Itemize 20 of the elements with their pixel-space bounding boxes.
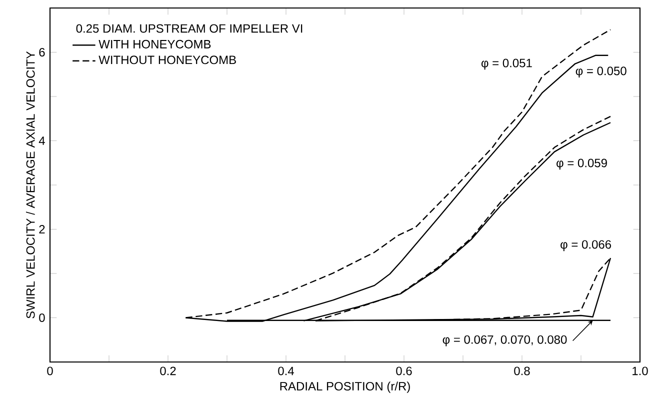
- x-tick-label: 0.8: [514, 366, 530, 376]
- x-axis-title: RADIAL POSITION (r/R): [280, 382, 410, 393]
- annotation: φ = 0.066: [560, 240, 612, 252]
- y-axis-title: SWIRL VELOCITY / AVERAGE AXIAL VELOCITY: [26, 51, 35, 318]
- x-tick-label: 0.6: [396, 366, 412, 376]
- legend-title: 0.25 DIAM. UPSTREAM OF IMPELLER VI: [76, 24, 302, 33]
- y-tick-label: 4: [38, 136, 45, 145]
- x-tick-label: 0: [47, 366, 53, 376]
- y-tick-label: 6: [39, 48, 45, 57]
- legend-label: WITHOUT HONEYCOMB: [98, 56, 236, 64]
- y-tick-label: 2: [39, 225, 45, 234]
- annotation: φ = 0.067, 0.070, 0.080: [442, 335, 567, 346]
- annotation: φ = 0.059: [556, 158, 607, 170]
- y-tick-label: 0: [39, 313, 45, 322]
- x-tick-label: 0.2: [160, 366, 176, 376]
- x-tick-label: 0.4: [278, 366, 294, 376]
- legend-label: WITH HONEYCOMB: [98, 40, 211, 48]
- x-tick-label: 1.0: [632, 366, 648, 376]
- annotation: φ = 0.050: [576, 66, 626, 78]
- annotation: φ = 0.051: [481, 58, 532, 70]
